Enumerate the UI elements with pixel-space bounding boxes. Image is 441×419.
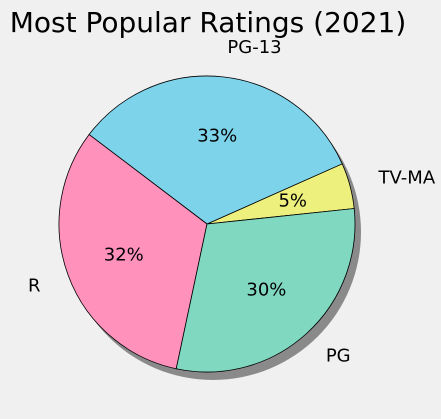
slice-label-pg-13: PG-13: [227, 37, 281, 58]
pie-slices: [58, 75, 356, 373]
pie-labels: TV-MA 5% PG-13 33% R 32% PG 30%: [28, 37, 436, 366]
slice-percent-pg: 30%: [246, 279, 286, 300]
chart-title: Most Popular Ratings (2021): [10, 6, 407, 39]
slice-percent-r: 32%: [104, 244, 144, 265]
slice-label-pg: PG: [326, 345, 351, 366]
slice-label-r: R: [28, 275, 41, 296]
pie-slice-r: [58, 133, 208, 370]
slice-label-tv-ma: TV-MA: [378, 168, 436, 189]
pie-slice-pg-13: [88, 75, 343, 225]
slice-percent-tv-ma: 5%: [278, 191, 307, 212]
pie-slice-pg: [175, 208, 356, 373]
slice-percent-pg-13: 33%: [197, 125, 237, 146]
